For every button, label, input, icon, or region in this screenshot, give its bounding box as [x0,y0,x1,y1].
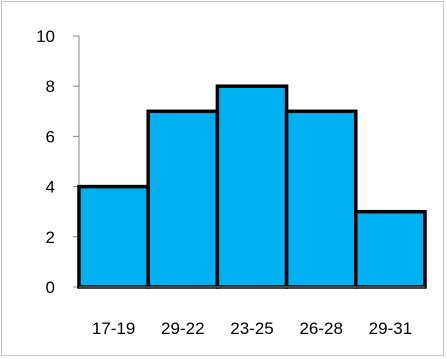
x-tick-label: 29-22 [161,319,204,338]
bar [284,109,358,289]
y-tick-label: 0 [46,278,55,297]
y-tick-label: 8 [46,77,55,96]
bar [146,109,220,289]
x-tick-label: 26-28 [299,319,342,338]
y-tick-label: 10 [36,27,55,46]
y-tick-label: 2 [46,228,55,247]
y-tick-label: 6 [46,127,55,146]
x-tick-label: 17-19 [92,319,135,338]
y-tick-label: 4 [46,178,55,197]
x-tick-label: 23-25 [230,319,273,338]
x-tick-label: 29-31 [369,319,412,338]
bar [215,84,289,289]
bar [354,209,427,289]
bars [77,84,427,289]
y-axis: 0 2 4 6 8 10 [36,27,80,297]
bar [77,184,150,289]
x-axis: 17-19 29-22 23-25 26-28 29-31 [79,286,425,338]
